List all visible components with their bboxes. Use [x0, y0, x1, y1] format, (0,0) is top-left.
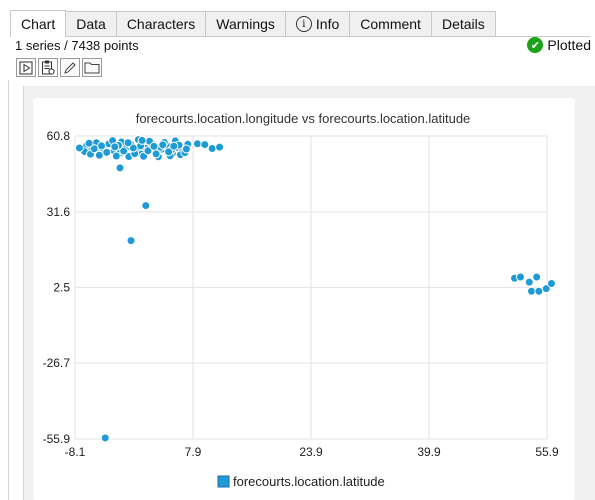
scatter-point [532, 272, 542, 282]
scatter-point [123, 138, 133, 148]
tab-comment[interactable]: Comment [350, 11, 432, 36]
scatter-point [84, 138, 94, 148]
scatter-point [89, 144, 99, 154]
tab-characters[interactable]: Characters [116, 11, 207, 36]
scatter-point [151, 149, 161, 159]
y-tick-label: -55.9 [43, 432, 71, 446]
plotted-label: Plotted [547, 37, 591, 53]
x-axis-ticks: -8.1 7.9 23.9 39.9 55.9 [65, 445, 559, 459]
panel-divider [8, 80, 9, 500]
x-tick-label: 23.9 [299, 445, 323, 459]
tab-label: Info [315, 16, 340, 32]
tab-label: Chart [21, 16, 56, 32]
x-tick-label: 55.9 [535, 445, 559, 459]
y-tick-label: -26.7 [43, 356, 71, 370]
legend: forecourts.location.latitude [217, 474, 385, 489]
scatter-point [74, 143, 84, 153]
scatter-point [137, 135, 147, 145]
scatter-point [169, 141, 179, 151]
scatter-point [158, 140, 168, 150]
scatter-point [102, 147, 112, 157]
scatter-point [207, 143, 217, 153]
series-summary: 1 series / 7438 points [15, 38, 139, 53]
tab-details[interactable]: Details [431, 11, 496, 36]
scatter-point [115, 163, 125, 173]
scatter-point [181, 144, 191, 154]
scatter-point [192, 139, 202, 149]
scatter-point [200, 140, 210, 150]
scatter-point [546, 278, 556, 288]
scatter-point [524, 277, 534, 287]
chart-title: forecourts.location.longitude vs forecou… [136, 111, 471, 126]
x-tick-label: 7.9 [185, 445, 202, 459]
play-icon [19, 61, 33, 74]
folder-icon [84, 62, 100, 74]
tab-data[interactable]: Data [66, 11, 117, 36]
scatter-point [119, 146, 129, 156]
tab-chart[interactable]: Chart [10, 10, 67, 37]
legend-swatch [217, 475, 230, 488]
scatter-point [110, 142, 120, 152]
scatter-point [164, 147, 174, 157]
scatter-point [97, 141, 107, 151]
scatter-point [527, 286, 537, 296]
y-tick-label: 60.8 [47, 129, 71, 143]
plotted-status: ✔ Plotted [527, 37, 591, 53]
scatter-point [515, 272, 525, 282]
scatter-point [143, 146, 153, 156]
tab-label: Warnings [216, 16, 275, 32]
y-tick-label: 2.5 [53, 280, 70, 294]
edit-button[interactable] [60, 58, 80, 77]
scatter-point [149, 141, 159, 151]
scatter-point [534, 286, 544, 296]
y-tick-label: 31.6 [47, 205, 71, 219]
scatter-points [74, 135, 556, 443]
tab-label: Details [441, 16, 485, 32]
scatter-point [126, 236, 136, 246]
clipboard-icon [42, 60, 55, 75]
chart-toolbar [16, 58, 102, 77]
tab-label: Characters [126, 16, 196, 32]
y-axis-ticks: 60.8 31.6 2.5 -26.7 -55.9 [43, 129, 71, 446]
legend-label: forecourts.location.latitude [233, 474, 385, 489]
info-icon: i [295, 16, 312, 32]
tab-warnings[interactable]: Warnings [206, 11, 286, 36]
pencil-icon [64, 61, 76, 74]
tab-info[interactable]: i Info [285, 11, 351, 36]
chart-grid [74, 135, 548, 440]
tab-label: Comment [360, 16, 421, 32]
x-tick-label: 39.9 [417, 445, 441, 459]
x-tick-label: -8.1 [65, 445, 86, 459]
scatter-point [141, 201, 151, 211]
folder-button[interactable] [82, 58, 102, 77]
tab-label: Data [76, 16, 106, 32]
check-circle-icon: ✔ [527, 37, 544, 53]
play-button[interactable] [16, 58, 36, 77]
scatter-point [100, 433, 110, 443]
scatter-point [215, 142, 225, 152]
tab-bar: Chart Data Characters Warnings i Info Comment D… [10, 10, 590, 37]
clipboard-button[interactable] [38, 58, 58, 77]
scatter-point [111, 151, 121, 161]
